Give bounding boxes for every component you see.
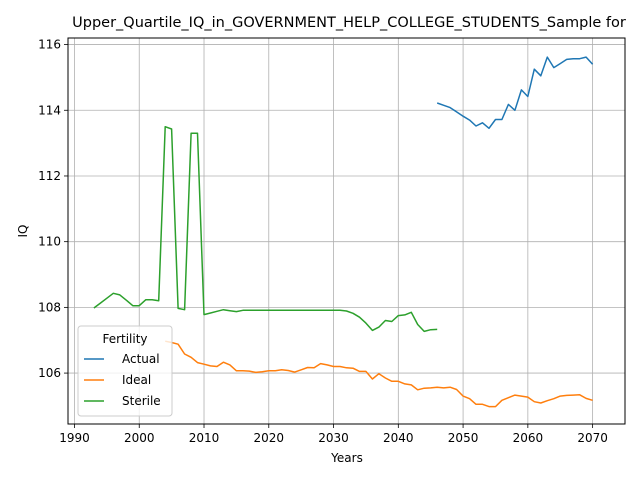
x-tick-label: 1990 (59, 431, 90, 445)
legend-label-actual: Actual (122, 352, 160, 366)
y-tick-label: 106 (38, 366, 61, 380)
x-tick-label: 2000 (124, 431, 155, 445)
legend: Fertility Actual Ideal Sterile (78, 326, 172, 416)
y-axis-title: IQ (16, 225, 30, 238)
x-tick-label: 2020 (254, 431, 285, 445)
chart-title: Upper_Quartile_IQ_in_GOVERNMENT_HELP_COL… (72, 15, 626, 31)
x-axis-title: Years (330, 451, 363, 465)
y-tick-label: 114 (38, 103, 61, 117)
y-tick-label: 112 (38, 169, 61, 183)
x-tick-label: 2050 (448, 431, 479, 445)
x-tick-label: 2060 (513, 431, 544, 445)
x-tick-label: 2040 (383, 431, 414, 445)
legend-label-sterile: Sterile (122, 394, 161, 408)
y-tick-label: 110 (38, 235, 61, 249)
x-tick-label: 2010 (189, 431, 220, 445)
y-tick-label: 108 (38, 300, 61, 314)
y-tick-label: 116 (38, 38, 61, 52)
x-tick-label: 2030 (318, 431, 349, 445)
legend-label-ideal: Ideal (122, 373, 151, 387)
x-tick-label: 2070 (577, 431, 608, 445)
legend-title: Fertility (102, 332, 147, 346)
